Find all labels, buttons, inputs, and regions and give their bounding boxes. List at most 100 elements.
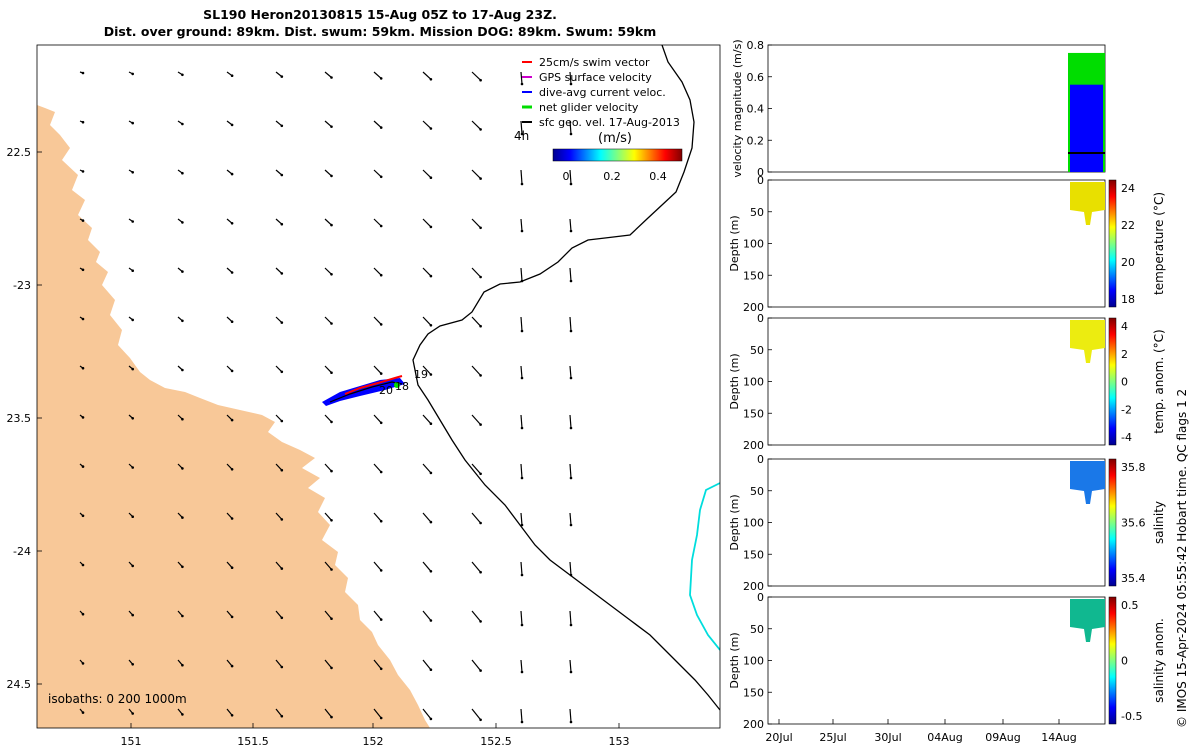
velocity-vector xyxy=(520,512,523,526)
velocity-vector xyxy=(324,561,332,570)
velocity-vector xyxy=(324,267,332,275)
panel-colorbar-tick: 35.6 xyxy=(1121,517,1146,530)
panel-colorbar-tick: -0.5 xyxy=(1121,710,1142,723)
velocity-vector xyxy=(422,659,432,671)
velocity-vector xyxy=(471,561,482,573)
velocity-vector xyxy=(520,463,523,479)
track-label-18: 18 xyxy=(395,380,409,393)
profile-patch xyxy=(1070,320,1105,363)
velocity-vector xyxy=(471,708,482,721)
velocity-vector xyxy=(569,218,572,232)
colorbar-tick-label: 0.4 xyxy=(649,170,667,183)
velocity-vector xyxy=(520,365,523,379)
velocity-vector xyxy=(324,169,332,177)
velocity-vector xyxy=(275,659,283,668)
velocity-vector xyxy=(569,610,572,626)
profile-panels: 0.8 0.6 0.4 0.2 0 velocity magnitude (m/s) 0 50… xyxy=(728,39,1166,731)
title-line-1: SL190 Heron20130815 15-Aug 05Z to 17-Aug… xyxy=(203,7,557,22)
velocity-vector xyxy=(520,169,523,185)
velocity-vector xyxy=(520,316,523,332)
velocity-vector xyxy=(471,463,482,475)
velocity-vector xyxy=(275,267,283,274)
velocity-vector xyxy=(569,414,572,429)
panel-ytick-label: 150 xyxy=(743,269,764,282)
panel-ytick-label: 200 xyxy=(743,301,764,314)
map-panel: 19 20 18 isobaths: 0 200 1000m 151 151.5 1… xyxy=(7,44,721,748)
velocity-vector xyxy=(422,169,432,179)
lon-tick-label: 151 xyxy=(121,735,142,748)
panel-ylabel: Depth (m) xyxy=(728,215,741,271)
glider-track xyxy=(322,375,405,406)
panel-colorbar-tick: 22 xyxy=(1121,219,1135,232)
lon-tick-label: 152 xyxy=(363,735,384,748)
panel-ytick-label: 0 xyxy=(757,166,764,179)
velocity-vector xyxy=(520,561,523,576)
panel-ytick-label: 0.8 xyxy=(747,39,765,52)
velocity-vector xyxy=(324,463,332,472)
panel-ytick-label: 50 xyxy=(750,344,764,357)
velocity-vector xyxy=(275,610,283,619)
velocity-vector xyxy=(471,267,482,278)
velocity-vector xyxy=(569,512,572,526)
velocity-vector xyxy=(324,120,332,128)
panel-ylabel: Depth (m) xyxy=(728,632,741,688)
velocity-vector xyxy=(471,512,482,524)
velocity-vector xyxy=(373,414,382,424)
velocity-vector xyxy=(520,267,523,282)
velocity-vector xyxy=(471,365,482,376)
isobaths-label: isobaths: 0 200 1000m xyxy=(48,692,187,706)
lat-tick-label: -24 xyxy=(13,545,31,558)
panel-ylabel: velocity magnitude (m/s) xyxy=(731,39,744,177)
velocity-vector xyxy=(569,659,572,673)
panel-ytick-label: 200 xyxy=(743,580,764,593)
velocity-vector xyxy=(422,463,432,474)
legend-entry: net glider velocity xyxy=(539,101,639,114)
panel-0: 0.8 0.6 0.4 0.2 0 velocity magnitude (m/s) xyxy=(731,39,1106,179)
velocity-vector xyxy=(471,316,482,327)
velocity-vector xyxy=(324,365,332,374)
velocity-vector xyxy=(569,365,572,379)
panel-ytick-label: 150 xyxy=(743,548,764,561)
velocity-vector xyxy=(373,120,382,129)
isobath-lines xyxy=(412,45,720,711)
lon-tick-label: 153 xyxy=(609,735,630,748)
colorbar-label: (m/s) xyxy=(598,131,632,146)
panel-colorbar-tick: 0 xyxy=(1121,655,1128,668)
panel-4: 0 50 100 150 200 Depth (m) 0.5 0 -0.5 salinity an… xyxy=(728,591,1166,731)
legend-entry: sfc geo. vel. 17-Aug-2013 xyxy=(539,116,680,129)
panel-ytick-label: 200 xyxy=(743,439,764,452)
panel-2: 0 50 100 150 200 Depth (m) 4 2 0 -2 -4 temp. anom. … xyxy=(728,312,1166,452)
map-axes: 151 151.5 152 152.5 153 22.5 -23 23.5 -24 24.5 xyxy=(7,146,630,748)
velocity-vector xyxy=(226,708,233,716)
velocity-vector xyxy=(373,365,382,375)
panel-colorbar xyxy=(1108,317,1117,446)
track-label-19: 19 xyxy=(414,368,428,381)
velocity-vector xyxy=(471,659,482,671)
chart-title: SL190 Heron20130815 15-Aug 05Z to 17-Aug… xyxy=(0,6,760,40)
panel-colorbar xyxy=(1108,596,1117,725)
velocity-vector xyxy=(471,414,482,426)
panel-ytick-label: 100 xyxy=(743,655,764,668)
colorbar-tick-label: 0.2 xyxy=(603,170,621,183)
profile-patch xyxy=(1070,599,1105,642)
velocity-vector xyxy=(569,463,572,479)
lon-tick-label: 152.5 xyxy=(480,735,512,748)
legend-entry: GPS surface velocity xyxy=(539,71,652,84)
velocity-vector xyxy=(324,218,332,226)
footer-credit: © IMOS 15-Apr-2024 05:55:42 Hobart time.… xyxy=(1175,389,1189,728)
velocity-vector xyxy=(226,659,233,667)
velocity-vector xyxy=(422,316,432,326)
velocity-vector xyxy=(471,71,482,81)
lat-tick-label: 24.5 xyxy=(7,678,32,691)
velocity-vector xyxy=(373,561,382,571)
velocity-vector xyxy=(520,610,523,626)
velocity-vector xyxy=(373,316,382,325)
panel-3: 0 50 100 150 200 Depth (m) 35.8 35.6 35.4 salinit… xyxy=(728,453,1166,593)
panel-colorbar-tick: 0.5 xyxy=(1121,599,1139,612)
velocity-vector xyxy=(471,120,482,130)
velocity-vector xyxy=(520,708,523,723)
time-tick-label: 04Aug xyxy=(927,731,962,744)
panel-1: 0 50 100 150 200 Depth (m) 24 22 20 18 temperature… xyxy=(728,174,1166,314)
velocity-vector xyxy=(275,561,283,569)
